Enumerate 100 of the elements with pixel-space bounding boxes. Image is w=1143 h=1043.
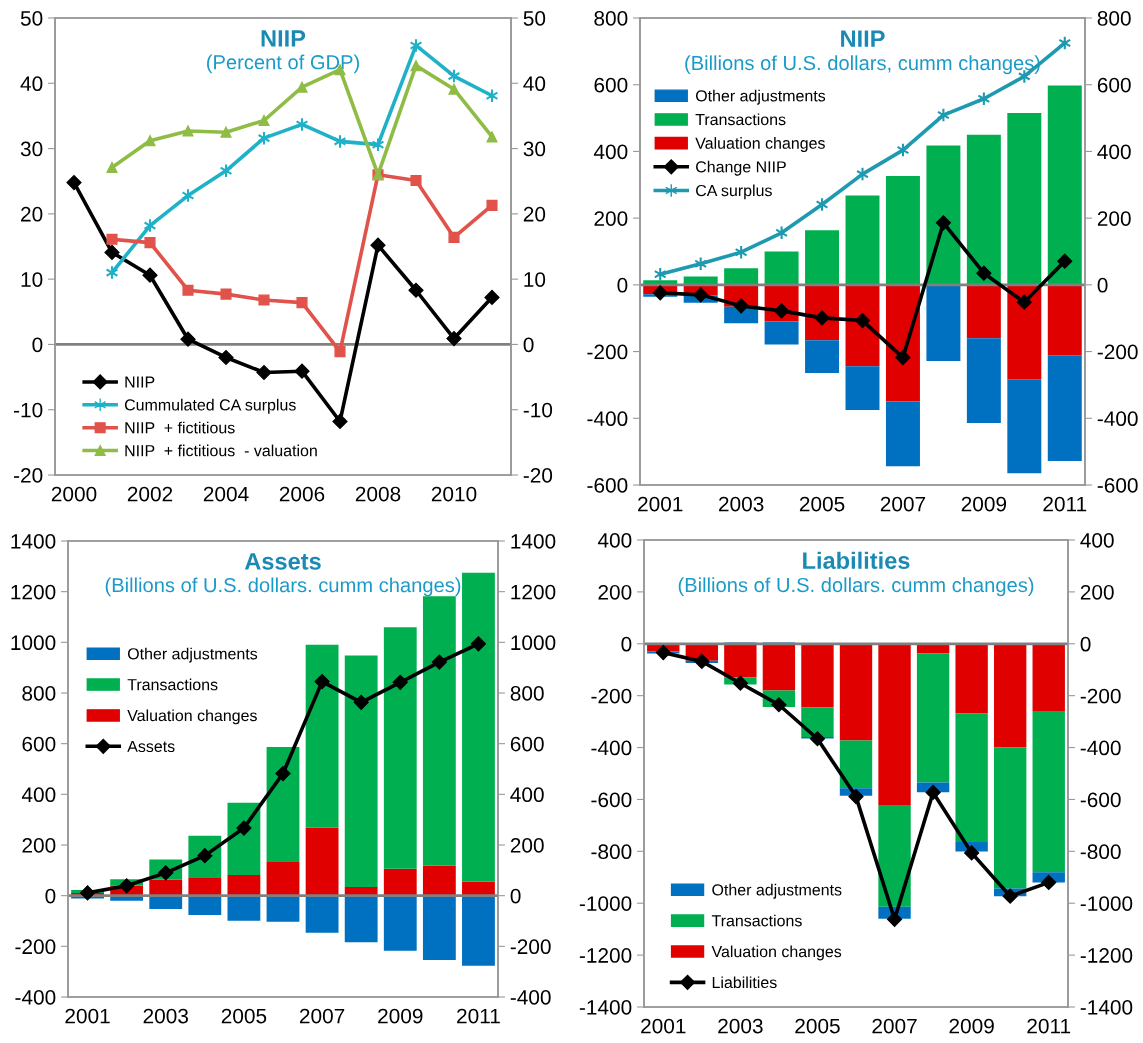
y2-tick-label: -400 [1097,411,1138,427]
x-tick-label: 2005 [799,496,845,512]
x-tick-label: 2005 [221,1008,267,1024]
y2-tick-label: -600 [1097,478,1138,493]
y-tick-label: 800 [22,686,56,701]
y-tick-label: 0 [621,636,632,652]
chart-title: NIIP [261,30,306,47]
y-tick-label: -400 [15,990,56,1005]
x-tick-label: 2006 [279,486,325,502]
y-tick-label: 20 [21,206,43,222]
y2-tick-label: 10 [524,272,546,287]
x-tick-label: 2007 [872,1018,917,1034]
x-tick-label: 2005 [795,1018,840,1034]
y2-tick-label: -20 [523,468,553,483]
y2-tick-label: 0 [1097,277,1108,293]
legend-label: Other adjustments [712,883,842,899]
y-tick-label: 200 [594,211,628,226]
legend-label: Change NIIP [696,160,786,176]
y-tick-label: -600 [591,792,632,808]
y-tick-label: 800 [594,11,628,26]
y-tick-label: 0 [45,888,56,904]
y-tick-label: 0 [617,277,628,293]
y-tick-label: 40 [20,76,43,92]
y2-tick-label: -400 [510,990,551,1005]
y-tick-label: -400 [587,411,628,427]
y-tick-label: 600 [594,77,628,93]
legend-label: Cummulated CA surplus [124,398,296,414]
legend-label: NIIP [125,376,155,388]
y2-tick-label: 400 [510,787,544,803]
x-tick-label: 2009 [961,496,1007,512]
chart-title: Liabilities [803,551,910,570]
y-tick-label: 1400 [11,534,56,549]
y-tick-label: -600 [587,478,628,493]
chart-title: Assets [244,553,321,570]
y2-tick-label: 400 [1097,144,1131,160]
y-tick-label: 600 [22,736,56,752]
y-tick-label: -1400 [579,1000,632,1015]
text: (Billions of U.S. dollars. cumm changes) [678,577,1034,597]
y-tick-label: 0 [32,337,43,353]
x-tick-label: 2008 [355,486,401,502]
x-tick-label: 2007 [880,496,926,512]
y-tick-label: 10 [21,272,43,287]
x-tick-label: 2001 [65,1008,110,1024]
y-tick-label: 200 [22,838,56,853]
legend-label: NIIP + fictitious [125,421,235,434]
legend-label: Other adjustments [127,647,258,663]
y2-tick-label: 800 [510,686,544,701]
y2-tick-label: -1000 [1080,896,1133,911]
y-tick-label: -10 [14,402,43,418]
x-tick-label: 2000 [51,486,97,502]
x-tick-label: 2011 [457,1008,500,1024]
legend-label: Valuation changes [127,709,257,725]
y2-tick-label: 0 [523,337,534,353]
legend-label: Other adjustments [695,89,826,105]
x-tick-label: 2003 [718,1018,763,1034]
x-tick-label: 2009 [949,1018,994,1034]
legend-label: Valuation changes [695,137,825,153]
y-tick-label: -200 [15,939,56,955]
y-tick-label: -20 [14,468,43,483]
chart-title: NIIP [841,30,885,47]
y-tick-label: 1200 [11,584,56,600]
y-tick-label: -200 [587,344,628,360]
y2-tick-label: 800 [1097,11,1131,26]
y2-tick-label: -600 [1080,792,1121,808]
y2-tick-label: -200 [1080,688,1121,704]
x-tick-label: 2003 [143,1008,188,1024]
y2-tick-label: 400 [1080,533,1114,548]
x-tick-label: 2003 [719,496,764,512]
text: (Billions of U.S. dollars, cumm changes) [685,55,1040,75]
x-tick-label: 2001 [641,1018,686,1034]
text: (Percent of GDP) [207,54,359,74]
y-tick-label: 30 [20,141,43,157]
y-tick-label: -400 [591,740,632,756]
y2-tick-label: 20 [523,206,546,222]
x-tick-label: 2007 [299,1008,345,1024]
y2-tick-label: 1200 [511,584,556,600]
y-tick-label: -1000 [579,896,632,911]
legend-label: Transactions [695,113,786,126]
y2-tick-label: 0 [510,888,521,904]
y2-tick-label: 600 [1097,77,1131,93]
y-tick-label: -800 [591,844,632,860]
y2-tick-label: -10 [523,402,553,418]
legend-label: NIIP + fictitious - valuation [125,444,317,457]
legend-label: CA surplus [696,184,772,200]
y2-tick-label: 1400 [511,534,556,549]
y2-tick-label: -200 [510,939,551,955]
y2-tick-label: 200 [1080,584,1114,600]
y-tick-label: 400 [593,144,628,160]
y2-tick-label: 30 [523,141,546,157]
y-tick-label: 400 [21,787,56,803]
y2-tick-label: -400 [1080,740,1121,756]
y2-tick-label: 200 [510,838,544,853]
y2-tick-label: -800 [1080,844,1121,860]
y2-tick-label: 0 [1080,636,1091,652]
y2-tick-label: -1400 [1080,1000,1133,1015]
y2-tick-label: -1200 [1080,948,1133,963]
x-tick-label: 2011 [1027,1018,1071,1034]
y2-tick-label: 1000 [511,635,556,651]
x-tick-label: 2001 [638,496,683,512]
legend-label: Liabilities [712,976,777,989]
